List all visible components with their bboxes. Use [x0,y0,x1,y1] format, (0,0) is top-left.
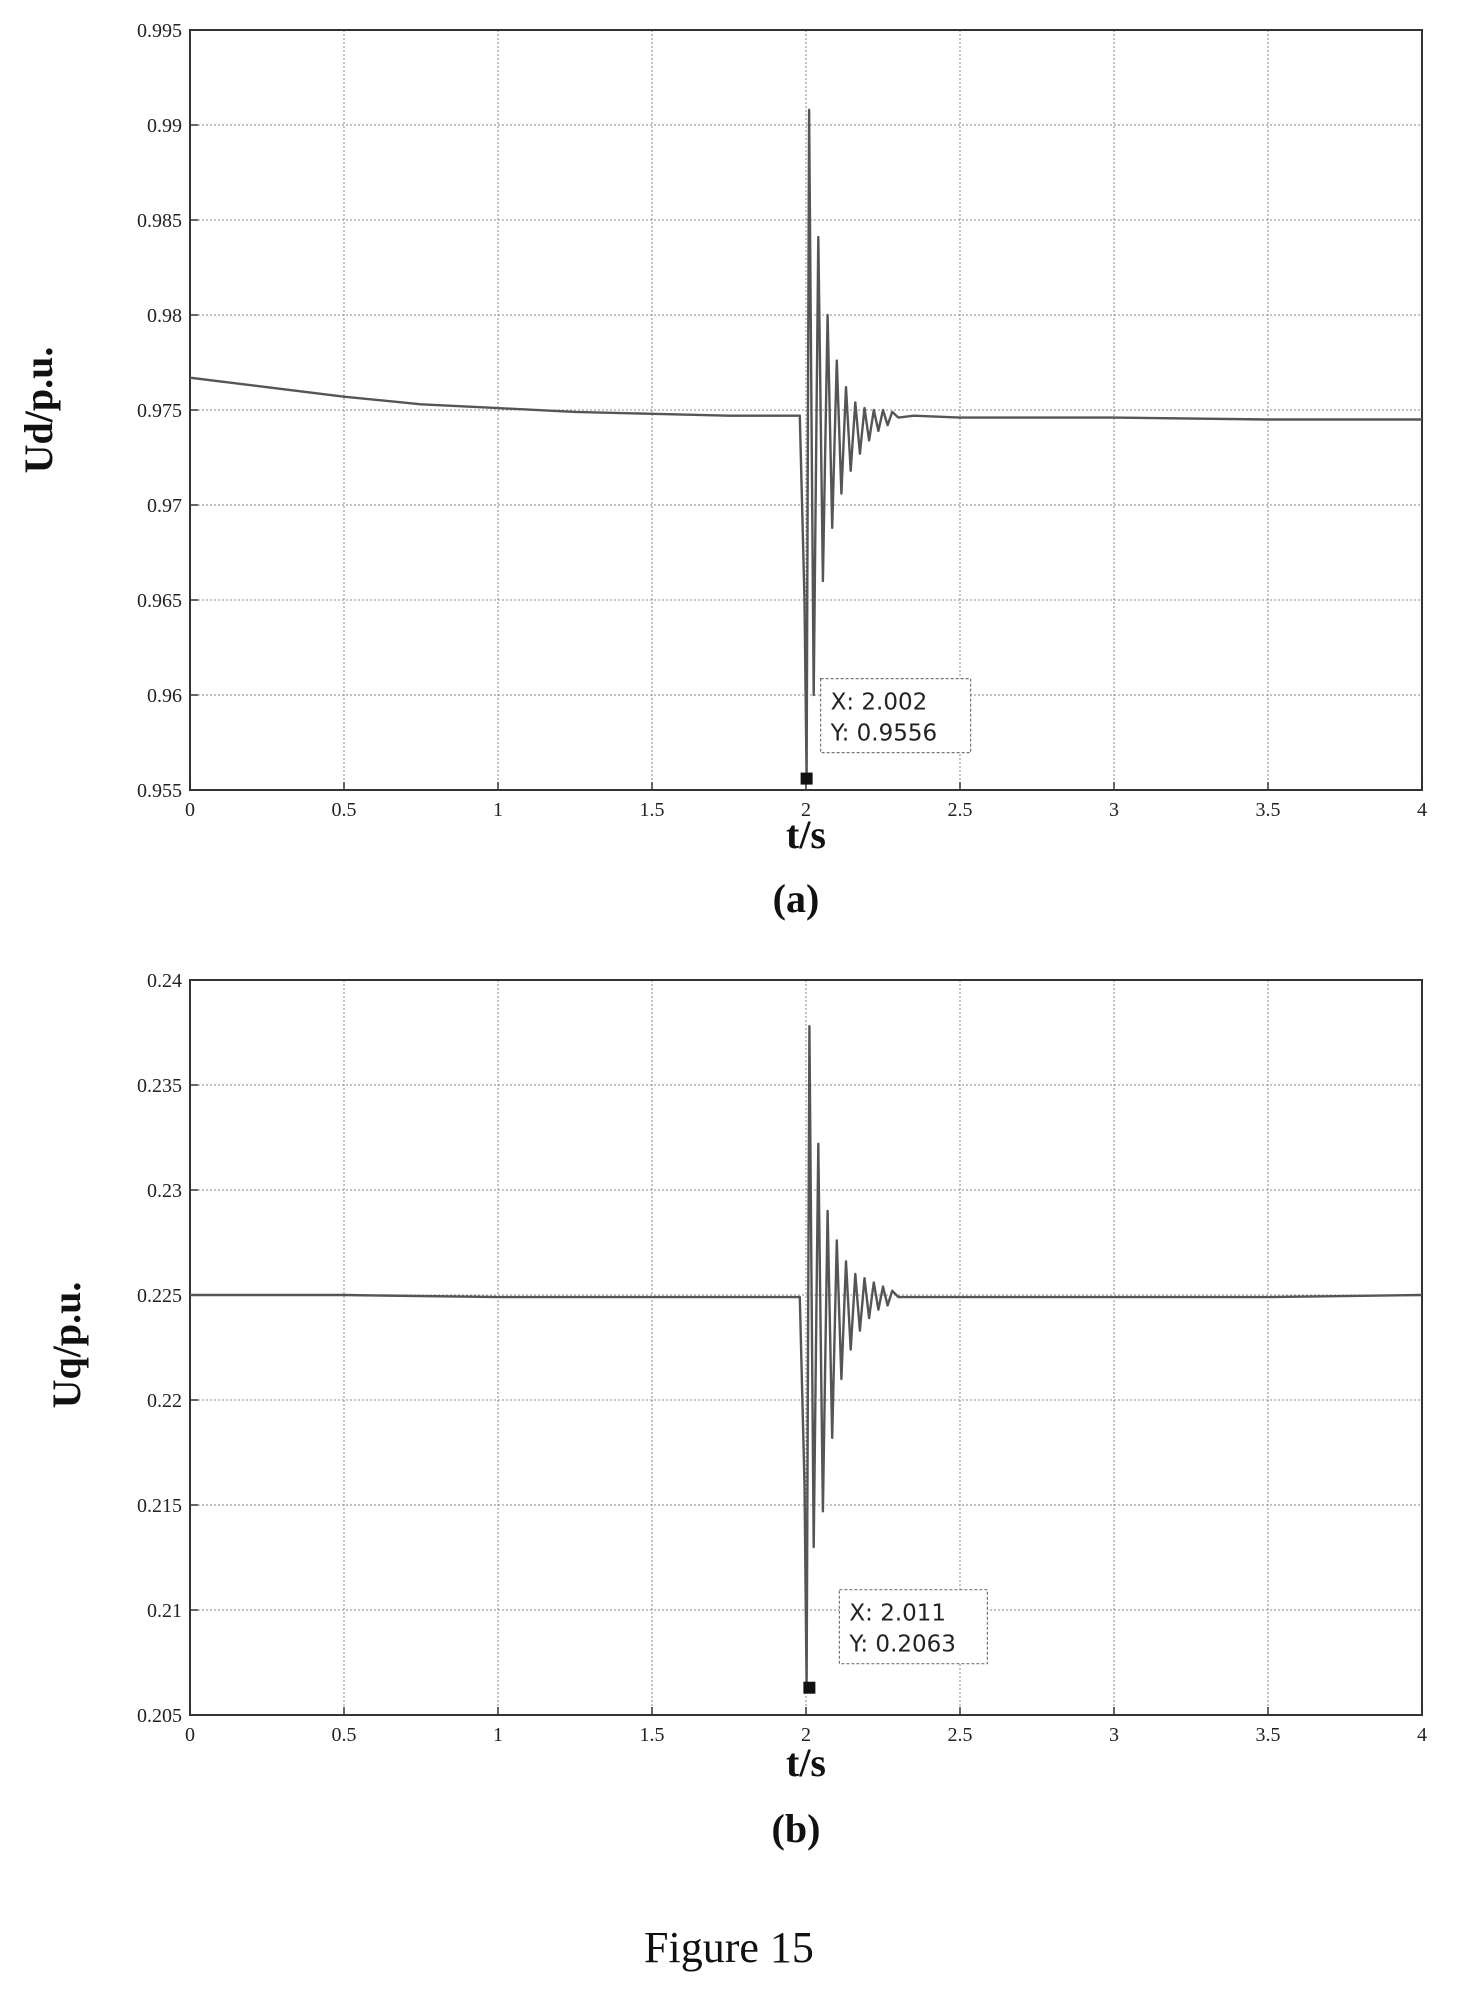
x-tick-label: 2 [801,1724,811,1746]
x-tick-label: 1 [493,1724,503,1746]
x-tick-label: 0.5 [332,799,357,821]
y-tick-label: 0.96 [147,685,182,707]
datatip-box [838,1589,988,1665]
datatip-x-label: X: 2.011 [849,1601,946,1627]
panel-label: (a) [773,876,820,921]
series-line [190,1025,1423,1689]
y-tick-label: 0.98 [147,305,182,327]
y-tick-label: 0.205 [137,1705,182,1727]
x-tick-label: 1.5 [640,799,665,821]
x-tick-label: 3.5 [1256,1724,1281,1746]
y-tick-label: 0.97 [147,495,182,517]
x-tick-label: 0 [185,799,195,821]
y-tick-label: 0.24 [147,970,182,992]
x-tick-label: 1.5 [640,1724,665,1746]
y-tick-label: 0.21 [147,1600,182,1622]
y-tick-label: 0.23 [147,1180,182,1202]
series-line [189,108,1422,780]
x-tick-label: 0 [185,1724,195,1746]
datatip-y-label: Y: 0.2063 [848,1632,956,1658]
y-tick-label: 0.225 [137,1285,182,1307]
x-axis-label: t/s [786,812,826,857]
y-tick-label: 0.985 [137,210,182,232]
datatip-x-label: X: 2.002 [831,690,928,716]
y-tick-label: 0.975 [137,400,182,422]
y-tick-label: 0.965 [137,590,182,612]
datatip-box [820,677,972,754]
y-tick-label: 0.215 [137,1495,182,1517]
chart-a: 0 0.5 1 1.5 2 2.5 3 3.5 4 0.955 0.96 0.965 0.97 0.975… [16,20,1427,921]
chart-b: 0 0.5 1 1.5 2 2.5 3 3.5 4 0.205 0.21 0.215 0.22 0.225… [44,970,1427,1851]
y-tick-label: 0.22 [147,1390,182,1412]
x-tick-label: 0.5 [332,1724,357,1746]
datatip-marker [800,772,813,785]
datatip-marker [803,1681,816,1694]
x-tick-label: 2.5 [948,799,973,821]
x-tick-label: 4 [1417,799,1427,821]
x-tick-label: 3.5 [1256,799,1281,821]
x-axis-label: t/s [786,1740,826,1785]
panel-label: (b) [772,1806,821,1851]
x-tick-label: 2.5 [948,1724,973,1746]
y-axis-label: Uq/p.u. [44,1282,89,1409]
y-tick-label: 0.995 [137,20,182,42]
y-tick-label: 0.99 [147,115,182,137]
y-axis-label: Ud/p.u. [16,347,61,474]
y-tick-label: 0.235 [137,1075,182,1097]
x-tick-label: 4 [1417,1724,1427,1746]
datatip-y-label: Y: 0.9556 [830,721,938,747]
y-tick-label: 0.955 [137,780,182,802]
x-tick-label: 3 [1109,799,1119,821]
x-tick-label: 3 [1109,1724,1119,1746]
x-tick-label: 2 [801,799,811,821]
x-tick-label: 1 [493,799,503,821]
figure-caption: Figure 15 [644,1923,814,1972]
